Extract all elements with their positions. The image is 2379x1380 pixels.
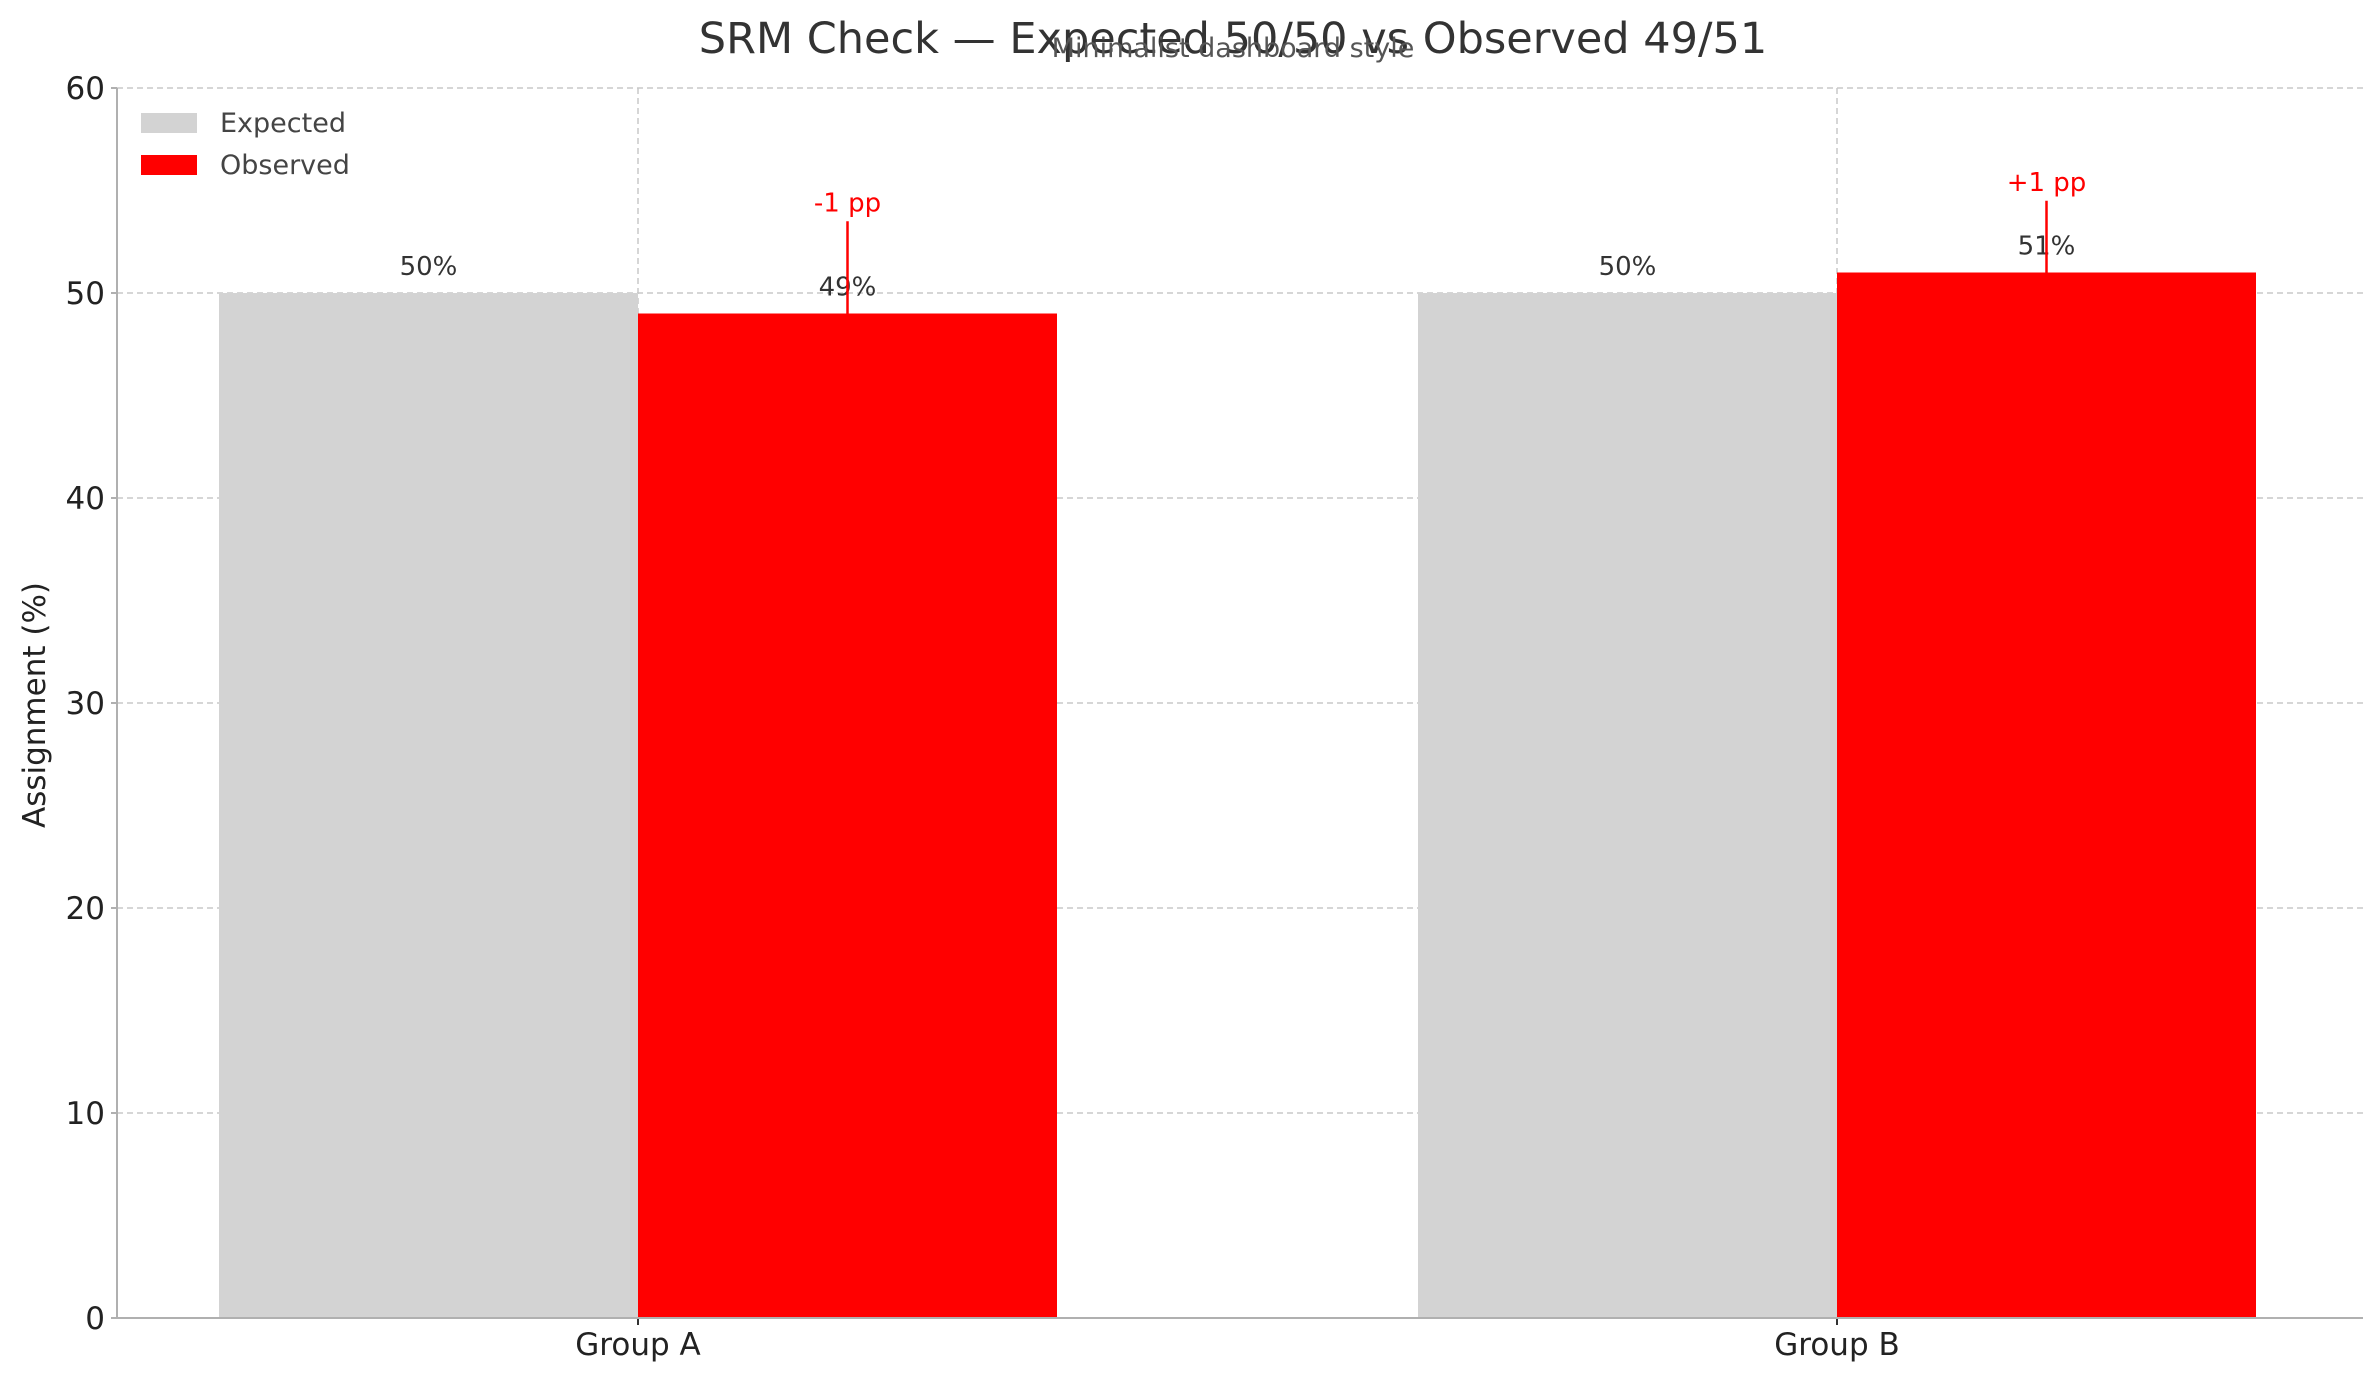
value-label: 50% [400,252,458,282]
legend-swatch-expected [141,113,197,133]
bar-observed-group-a [638,313,1057,1318]
legend-label-expected: Expected [220,108,346,139]
delta-label: -1 pp [814,188,881,218]
y-tick-label: 0 [85,1301,105,1337]
bars-layer [219,272,2256,1318]
chart-subtitle: Minimalist dashboard style [1052,33,1415,64]
y-tick-label: 20 [66,891,105,927]
axes-layer: 0 10 20 30 40 50 60 Group A Group B [66,71,2363,1363]
y-tick-label: 60 [66,71,105,107]
x-tick-label: Group B [1774,1327,1900,1363]
y-tick-label: 50 [66,276,105,312]
legend: Expected Observed [141,108,350,181]
bar-observed-group-b [1837,272,2256,1318]
x-tick-label: Group A [575,1327,700,1363]
y-tick-label: 10 [66,1096,105,1132]
legend-swatch-observed [141,155,197,175]
value-label: 50% [1599,252,1657,282]
chart-title: SRM Check — Expected 50/50 vs Observed 4… [699,14,1767,64]
y-tick-label: 30 [66,686,105,722]
y-axis-label: Assignment (%) [17,582,53,828]
bar-expected-group-a [219,293,638,1318]
delta-label: +1 pp [2007,168,2087,198]
y-tick-label: 40 [66,481,105,517]
bar-expected-group-b [1418,293,1837,1318]
legend-label-observed: Observed [220,150,350,181]
